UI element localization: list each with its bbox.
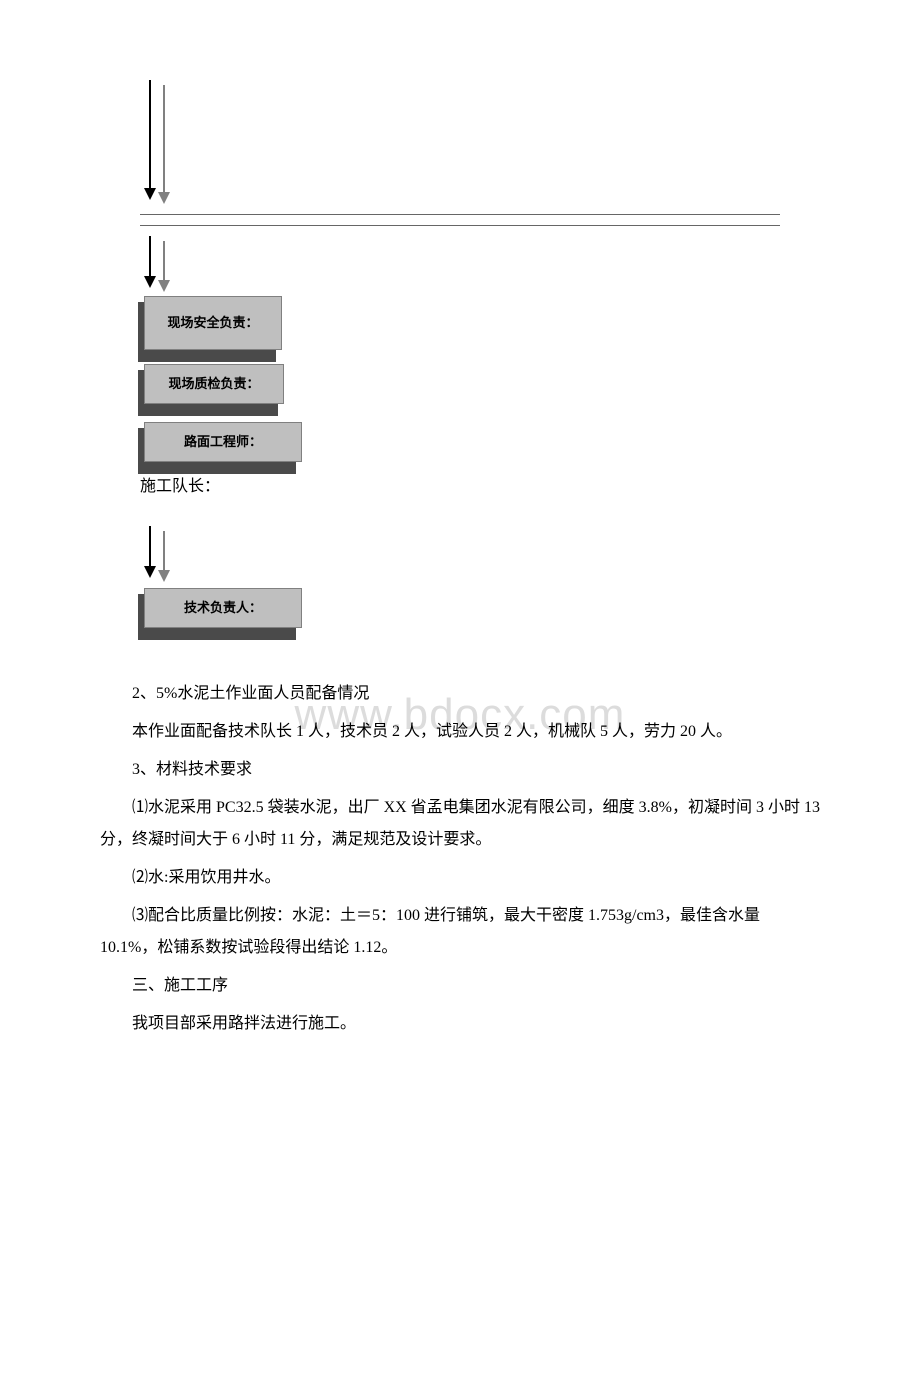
para-3-item2: ⑵水:采用饮用井水。 (100, 862, 820, 894)
para-3-item3: ⑶配合比质量比例按：水泥：土＝5：100 进行铺筑，最大干密度 1.753g/c… (100, 900, 820, 964)
box-engineer: 路面工程师： (138, 422, 920, 462)
arrow-pair-2 (145, 236, 920, 288)
para-section-3-body: 我项目部采用路拌法进行施工。 (100, 1008, 820, 1040)
box-safety: 现场安全负责： (138, 296, 920, 350)
box-quality-label: 现场质检负责： (168, 374, 259, 394)
box-safety-label: 现场安全负责： (167, 313, 258, 333)
para-2-body: 本作业面配备技术队长 1 人，技术员 2 人，试验人员 2 人，机械队 5 人，… (100, 716, 820, 748)
para-3-title: 3、材料技术要求 (100, 754, 820, 786)
box-tech-lead: 技术负责人： (138, 588, 920, 628)
para-2-title: 2、5%水泥土作业面人员配备情况 (100, 678, 820, 710)
box-engineer-label: 路面工程师： (184, 432, 262, 452)
para-3-item1: ⑴水泥采用 PC32.5 袋装水泥，出厂 XX 省孟电集团水泥有限公司，细度 3… (100, 792, 820, 856)
body-text: 2、5%水泥土作业面人员配备情况 本作业面配备技术队长 1 人，技术员 2 人，… (100, 678, 820, 1040)
box-quality: 现场质检负责： (138, 364, 920, 404)
box-tech-lead-label: 技术负责人： (184, 598, 262, 618)
arrow-pair-top (145, 80, 920, 200)
para-section-3: 三、施工工序 (100, 970, 820, 1002)
arrow-pair-3 (145, 526, 920, 578)
divider-top (0, 214, 920, 226)
label-team-lead: 施工队长： (140, 472, 920, 496)
